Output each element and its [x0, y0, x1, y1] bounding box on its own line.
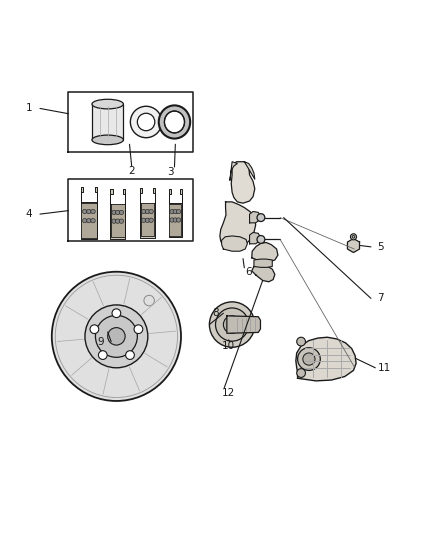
Polygon shape	[230, 161, 237, 180]
Circle shape	[87, 209, 91, 214]
Polygon shape	[254, 259, 272, 268]
Circle shape	[223, 316, 241, 333]
Text: 3: 3	[167, 167, 173, 177]
Ellipse shape	[92, 135, 124, 144]
Circle shape	[177, 218, 181, 222]
Polygon shape	[140, 188, 155, 238]
Circle shape	[350, 234, 357, 240]
Text: 11: 11	[378, 363, 392, 373]
Circle shape	[257, 236, 265, 244]
Circle shape	[173, 218, 177, 222]
Text: 7: 7	[377, 293, 384, 303]
Circle shape	[112, 219, 116, 223]
Circle shape	[141, 218, 146, 222]
Circle shape	[112, 210, 116, 215]
Circle shape	[303, 353, 315, 365]
Text: 8: 8	[212, 308, 219, 318]
Polygon shape	[141, 204, 154, 237]
Ellipse shape	[159, 106, 190, 139]
Polygon shape	[296, 337, 356, 381]
Polygon shape	[111, 204, 124, 237]
Circle shape	[116, 210, 120, 215]
Circle shape	[149, 209, 153, 214]
Polygon shape	[227, 316, 261, 333]
Text: 2: 2	[128, 166, 135, 176]
Polygon shape	[252, 265, 275, 282]
Text: 1: 1	[26, 103, 32, 114]
Text: 12: 12	[222, 388, 235, 398]
Circle shape	[170, 209, 174, 214]
Circle shape	[297, 369, 305, 377]
Circle shape	[99, 351, 107, 359]
Polygon shape	[244, 161, 255, 179]
Polygon shape	[347, 239, 360, 253]
Circle shape	[297, 337, 305, 346]
Circle shape	[173, 209, 177, 214]
Circle shape	[90, 325, 99, 334]
Ellipse shape	[92, 99, 124, 109]
Circle shape	[112, 309, 121, 318]
Ellipse shape	[131, 106, 162, 138]
Polygon shape	[250, 212, 260, 223]
Circle shape	[149, 218, 153, 222]
Bar	[92, 104, 124, 140]
Circle shape	[87, 219, 91, 223]
Polygon shape	[110, 189, 125, 239]
Circle shape	[145, 209, 150, 214]
Ellipse shape	[164, 111, 184, 133]
Circle shape	[215, 308, 249, 341]
Circle shape	[145, 218, 150, 222]
Circle shape	[141, 209, 146, 214]
Circle shape	[85, 305, 148, 368]
Circle shape	[95, 316, 138, 357]
Polygon shape	[231, 161, 255, 203]
Polygon shape	[68, 179, 193, 241]
Polygon shape	[68, 92, 193, 152]
Circle shape	[257, 214, 265, 222]
Polygon shape	[222, 236, 247, 251]
Polygon shape	[170, 204, 181, 236]
Polygon shape	[81, 187, 97, 239]
Polygon shape	[252, 243, 278, 262]
Polygon shape	[81, 203, 96, 238]
Circle shape	[119, 219, 124, 223]
Circle shape	[91, 209, 95, 214]
Circle shape	[108, 328, 125, 345]
Polygon shape	[220, 202, 256, 249]
Circle shape	[209, 302, 255, 348]
Text: 10: 10	[222, 341, 235, 351]
Circle shape	[170, 218, 174, 222]
Circle shape	[116, 219, 120, 223]
Text: 5: 5	[377, 242, 384, 252]
Circle shape	[297, 348, 320, 370]
Circle shape	[52, 272, 181, 401]
Circle shape	[91, 219, 95, 223]
Ellipse shape	[138, 113, 155, 131]
Circle shape	[134, 325, 143, 334]
Circle shape	[177, 209, 181, 214]
Circle shape	[82, 209, 87, 214]
Text: 6: 6	[245, 267, 252, 277]
Circle shape	[126, 351, 134, 359]
Text: 9: 9	[97, 337, 103, 346]
Circle shape	[119, 210, 124, 215]
Text: 4: 4	[26, 209, 32, 219]
Polygon shape	[250, 232, 260, 244]
Circle shape	[82, 219, 87, 223]
Polygon shape	[169, 189, 182, 237]
